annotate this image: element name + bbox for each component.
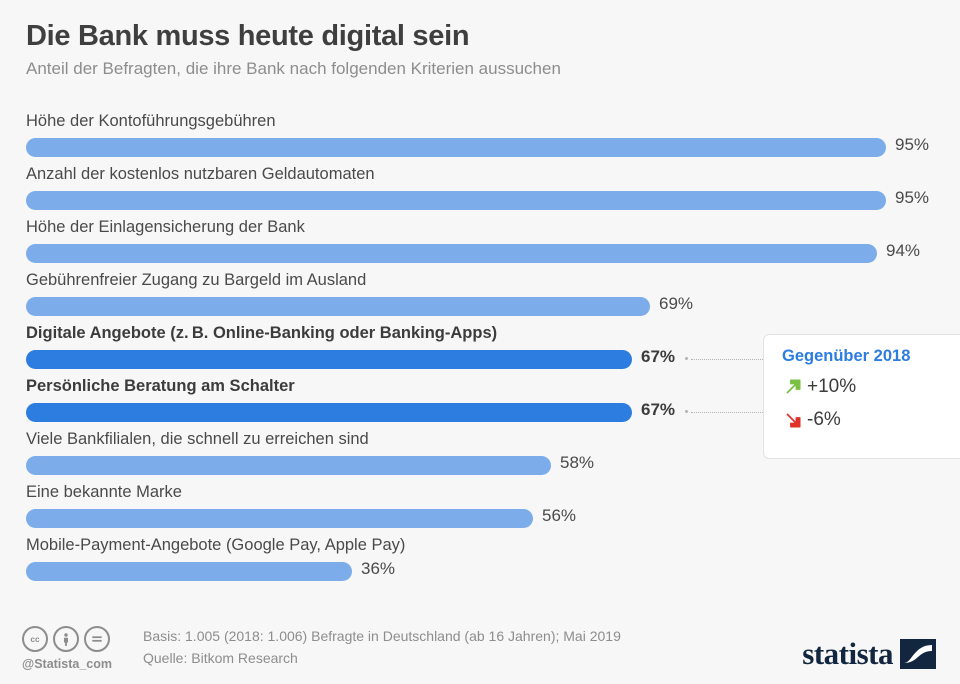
footer-notes: Basis: 1.005 (2018: 1.006) Befragte in D… <box>143 626 621 669</box>
bar-value-label: 67% <box>641 347 676 366</box>
bar <box>26 562 352 581</box>
bar-row-label: Eine bekannte Marke <box>26 483 182 501</box>
arrow-up-right-icon <box>786 378 801 393</box>
callout-value-increase: +10% <box>807 375 857 397</box>
leader-dot <box>685 410 688 413</box>
leader-line <box>691 359 763 361</box>
bar <box>26 138 886 157</box>
page-subtitle: Anteil der Befragten, die ihre Bank nach… <box>26 59 561 79</box>
bar-row: Viele Bankfilialen, die schnell zu errei… <box>0 430 960 483</box>
cc-glyph: cc <box>30 635 40 644</box>
creative-commons-icons: cc <box>22 626 110 652</box>
bar-row: Höhe der Kontoführungsgebühren 95% <box>0 112 960 165</box>
bar <box>26 403 632 422</box>
page-title: Die Bank muss heute digital sein <box>26 20 470 52</box>
bar-row: Mobile-Payment-Angebote (Google Pay, App… <box>0 536 960 589</box>
bar-row: Eine bekannte Marke 56% <box>0 483 960 536</box>
cc-by-icon <box>53 626 79 652</box>
bar-row: Digitale Angebote (z. B. Online-Banking … <box>0 324 960 377</box>
bar-row-label: Viele Bankfilialen, die schnell zu errei… <box>26 430 369 448</box>
bar-chart: Höhe der Kontoführungsgebühren 95% Anzahl … <box>0 112 960 602</box>
bar <box>26 297 650 316</box>
arrow-down-right-icon <box>786 413 801 428</box>
statista-handle: @Statista_com <box>22 657 112 671</box>
bar-row-label: Digitale Angebote (z. B. Online-Banking … <box>26 324 498 342</box>
equals-glyph <box>92 636 102 642</box>
bar-row-label: Höhe der Einlagensicherung der Bank <box>26 218 305 236</box>
bar-value-label: 95% <box>895 188 930 207</box>
bar-row: Persönliche Beratung am Schalter 67% <box>0 377 960 430</box>
bar-value-label: 95% <box>895 135 930 154</box>
leader-line <box>691 412 763 414</box>
callout-row-decrease: -6% <box>782 403 960 436</box>
statista-logo: statista <box>802 638 936 669</box>
header: Die Bank muss heute digital sein Anteil … <box>26 20 926 80</box>
bar-row-label: Höhe der Kontoführungsgebühren <box>26 112 276 130</box>
person-glyph <box>64 633 68 646</box>
footer-source: Quelle: Bitkom Research <box>143 649 298 666</box>
callout-value-decrease: -6% <box>807 408 841 430</box>
bar <box>26 509 533 528</box>
bar <box>26 191 886 210</box>
callout-title: Gegenüber 2018 <box>782 347 911 365</box>
bar-row-label: Mobile-Payment-Angebote (Google Pay, App… <box>26 536 406 554</box>
bar <box>26 244 877 263</box>
footer-basis: Basis: 1.005 (2018: 1.006) Befragte in D… <box>143 628 621 644</box>
bar-row-label: Gebührenfreier Zugang zu Bargeld im Ausl… <box>26 271 367 289</box>
bar-value-label: 56% <box>542 506 577 525</box>
bar-value-label: 67% <box>641 400 676 419</box>
bar-value-label: 94% <box>886 241 921 260</box>
statista-logo-mark <box>900 638 936 669</box>
bar-value-label: 69% <box>659 294 694 313</box>
statista-wordmark: statista <box>802 636 893 671</box>
bar-row-label: Anzahl der kostenlos nutzbaren Geldautom… <box>26 165 375 183</box>
cc-icon: cc <box>22 626 48 652</box>
footer: cc @Statista_com Basis: 1.005 (2018: 1.0… <box>0 612 960 684</box>
comparison-callout: Gegenüber 2018 +10% -6% <box>763 334 960 459</box>
bar-value-label: 36% <box>361 559 396 578</box>
bar-row: Höhe der Einlagensicherung der Bank 94% <box>0 218 960 271</box>
leader-dot <box>685 357 688 360</box>
bar <box>26 456 551 475</box>
bar <box>26 350 632 369</box>
svg-text:cc: cc <box>30 635 40 644</box>
bar-row: Anzahl der kostenlos nutzbaren Geldautom… <box>0 165 960 218</box>
bar-value-label: 58% <box>560 453 595 472</box>
bar-row-label: Persönliche Beratung am Schalter <box>26 377 295 395</box>
bar-row: Gebührenfreier Zugang zu Bargeld im Ausl… <box>0 271 960 324</box>
callout-row-increase: +10% <box>782 370 960 403</box>
cc-nd-icon <box>84 626 110 652</box>
